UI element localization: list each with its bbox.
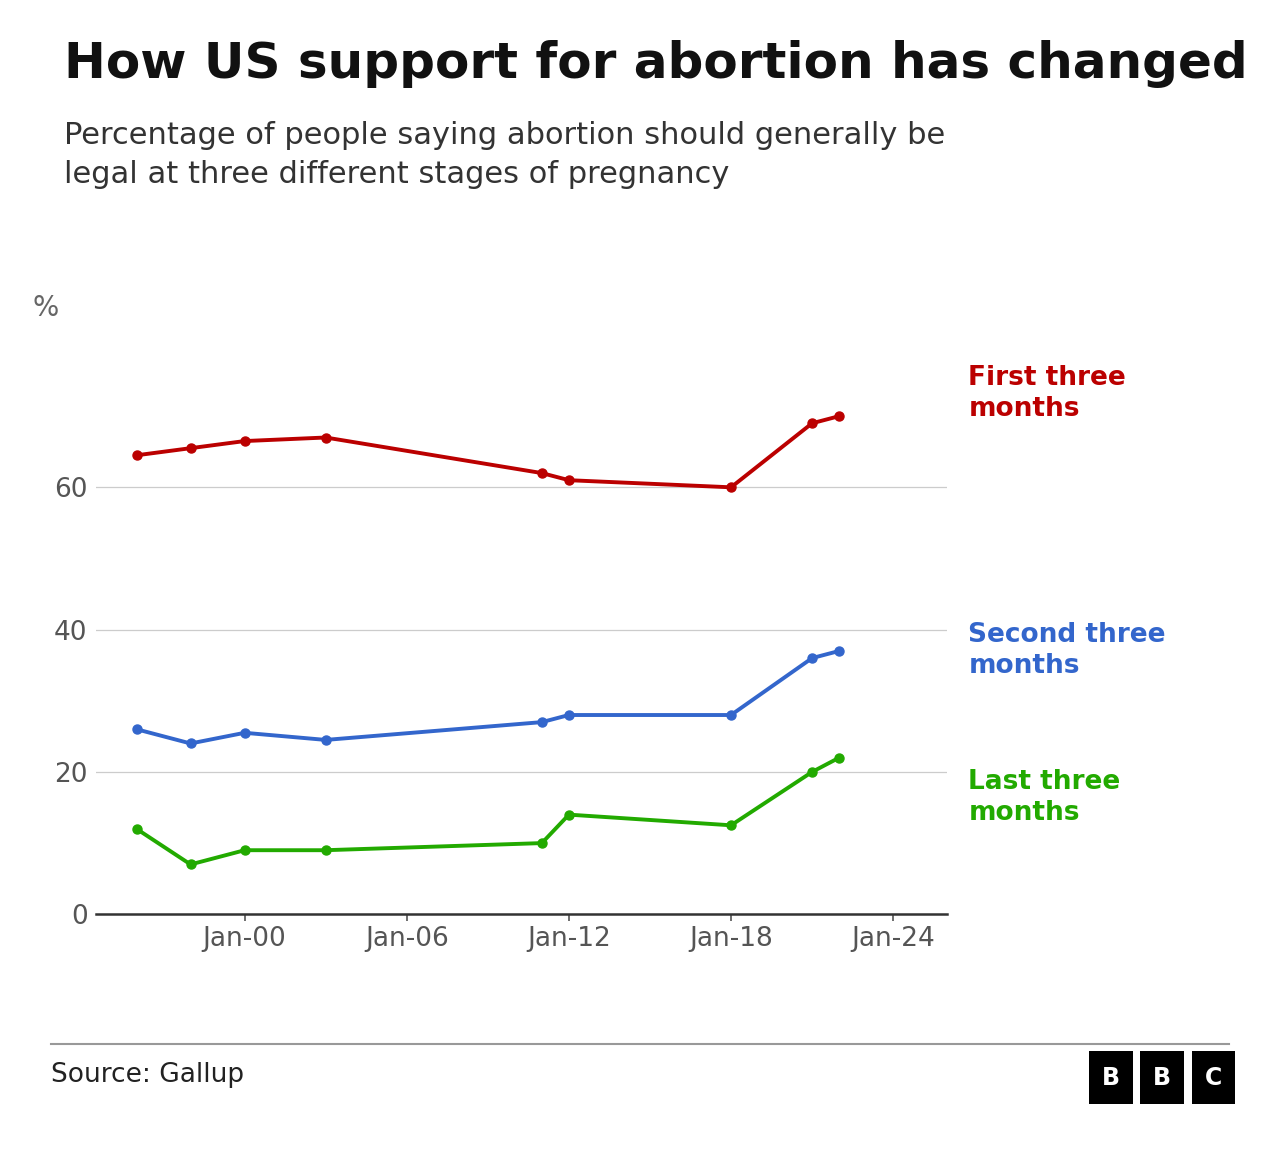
Text: Source: Gallup: Source: Gallup — [51, 1063, 244, 1088]
Text: B: B — [1153, 1066, 1171, 1089]
Text: %: % — [32, 294, 59, 322]
Text: First three
months: First three months — [969, 365, 1126, 422]
Text: B: B — [1102, 1066, 1120, 1089]
Text: Percentage of people saying abortion should generally be
legal at three differen: Percentage of people saying abortion sho… — [64, 121, 945, 189]
Text: Last three
months: Last three months — [969, 769, 1121, 826]
Text: Second three
months: Second three months — [969, 622, 1166, 680]
Text: How US support for abortion has changed: How US support for abortion has changed — [64, 40, 1248, 89]
Text: C: C — [1204, 1066, 1222, 1089]
